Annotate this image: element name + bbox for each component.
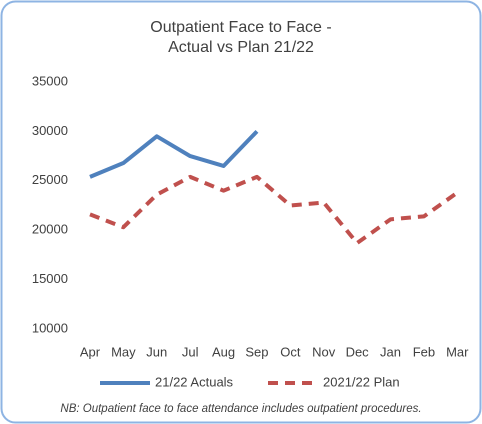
x-tick-label: Apr bbox=[80, 344, 101, 359]
x-tick-label: Dec bbox=[346, 344, 370, 359]
x-tick-label: May bbox=[111, 344, 136, 359]
x-tick-label: Oct bbox=[280, 344, 301, 359]
chart-title: Actual vs Plan 21/22 bbox=[168, 39, 314, 56]
x-tick-label: Sep bbox=[245, 344, 268, 359]
note: NB: Outpatient face to face attendance i… bbox=[60, 403, 421, 415]
y-tick-label: 30000 bbox=[32, 123, 68, 138]
chart-title: Outpatient Face to Face - bbox=[150, 19, 331, 36]
y-tick-label: 20000 bbox=[32, 222, 68, 237]
x-tick-label: Jun bbox=[146, 344, 167, 359]
y-tick-label: 25000 bbox=[32, 172, 68, 187]
series-line bbox=[89, 174, 459, 246]
x-tick-label: Mar bbox=[446, 344, 469, 359]
x-tick-label: Nov bbox=[312, 344, 336, 359]
x-tick-label: Jan bbox=[380, 344, 401, 359]
y-tick-label: 35000 bbox=[32, 73, 68, 88]
x-tick-label: Feb bbox=[413, 344, 435, 359]
series-line bbox=[89, 130, 259, 179]
legend-label: 21/22 Actuals bbox=[155, 374, 234, 389]
x-tick-label: Jul bbox=[182, 344, 199, 359]
x-tick-label: Aug bbox=[212, 344, 235, 359]
y-tick-label: 10000 bbox=[32, 320, 68, 335]
y-tick-label: 15000 bbox=[32, 271, 68, 286]
legend-label: 2021/22 Plan bbox=[323, 374, 400, 389]
